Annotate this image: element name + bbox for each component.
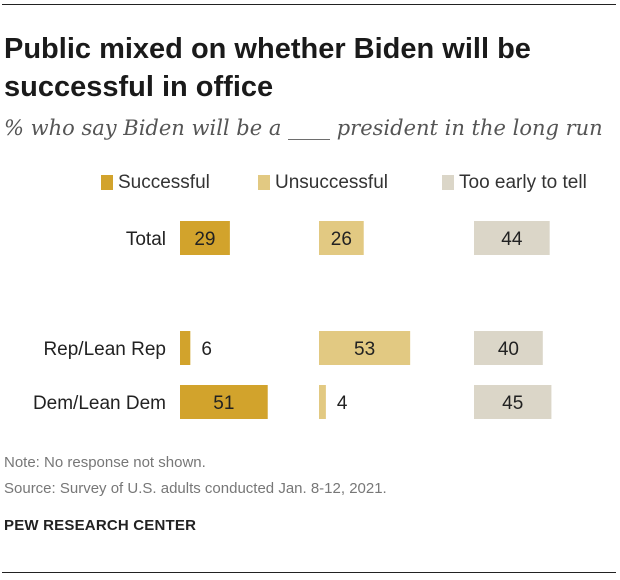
value-label-too-early-to-tell-total: 44 <box>501 229 523 250</box>
bar-chart: Successful Unsuccessful Too early to tell T… <box>33 172 587 419</box>
bar-too-early-to-tell-rep-lean-rep <box>474 331 543 365</box>
legend-label-unsuccessful: Unsuccessful <box>275 172 388 193</box>
value-label-unsuccessful-dem-lean-dem: 4 <box>337 393 348 414</box>
legend-swatch-too-early-to-tell <box>442 175 454 190</box>
value-label-unsuccessful-total: 26 <box>331 229 352 250</box>
bar-successful-dem-lean-dem <box>180 385 268 419</box>
value-label-successful-dem-lean-dem: 51 <box>213 393 234 414</box>
bottom-rule <box>2 572 616 573</box>
bar-successful-rep-lean-rep <box>180 331 191 365</box>
top-rule <box>2 4 616 5</box>
chart-title: Public mixed on whether Biden will be su… <box>4 33 531 103</box>
value-label-successful-total: 29 <box>194 229 215 250</box>
bar-unsuccessful-total <box>319 221 364 255</box>
chart-subtitle: % who say Biden will be a ____ president… <box>4 116 603 140</box>
bar-unsuccessful-rep-lean-rep <box>319 331 411 365</box>
legend-swatch-successful <box>101 175 113 190</box>
brand-label: PEW RESEARCH CENTER <box>4 517 197 534</box>
bar-too-early-to-tell-dem-lean-dem <box>474 385 552 419</box>
legend-label-too-early-to-tell: Too early to tell <box>459 172 587 193</box>
chart-note: Note: No response not shown. <box>4 454 206 471</box>
value-label-unsuccessful-rep-lean-rep: 53 <box>354 339 375 360</box>
value-label-too-early-to-tell-rep-lean-rep: 40 <box>498 339 519 360</box>
row-label-dem-lean-dem: Dem/Lean Dem <box>33 393 166 414</box>
bar-successful-total <box>180 221 230 255</box>
bar-too-early-to-tell-total <box>474 221 550 255</box>
value-label-successful-rep-lean-rep: 6 <box>201 339 212 360</box>
chart-source: Source: Survey of U.S. adults conducted … <box>4 480 387 497</box>
bar-unsuccessful-dem-lean-dem <box>319 385 326 419</box>
legend-swatch-unsuccessful <box>258 175 270 190</box>
legend-label-successful: Successful <box>118 172 210 193</box>
row-label-rep-lean-rep: Rep/Lean Rep <box>43 339 166 360</box>
row-label-total: Total <box>126 229 166 250</box>
value-label-too-early-to-tell-dem-lean-dem: 45 <box>502 393 523 414</box>
